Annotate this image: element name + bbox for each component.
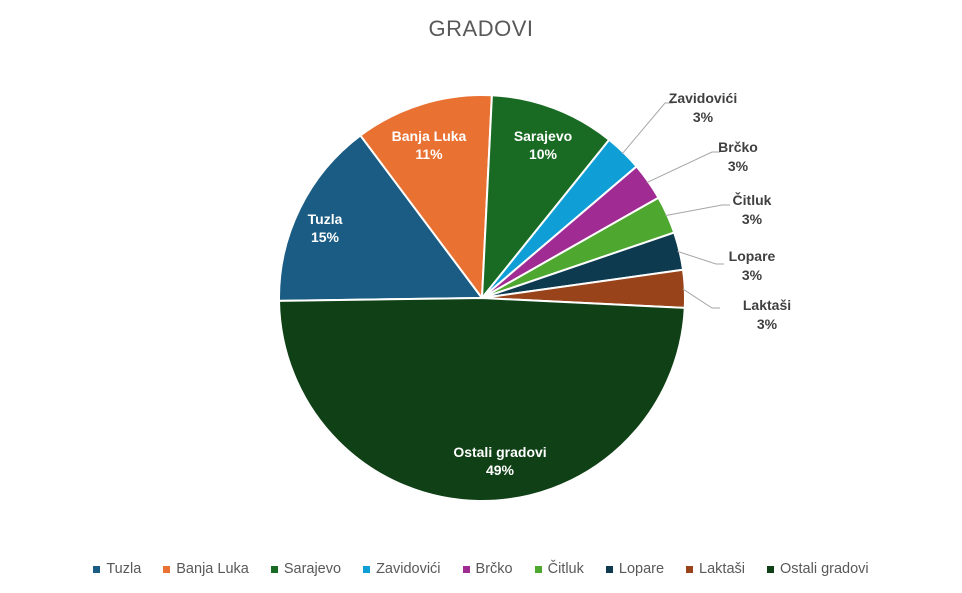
leader-line [621,102,673,155]
legend-item: Laktaši [686,561,745,577]
legend-label: Banja Luka [176,561,249,577]
slice-percent-label: 15% [311,229,340,245]
chart-title: GRADOVI [428,16,534,41]
legend-item: Ostali gradovi [766,561,869,577]
slice-percent-label: 3% [742,267,763,283]
pie-slice-sarajevo [480,94,611,302]
slice-percent-label: 49% [486,462,515,478]
legend-label: Lopare [618,561,665,577]
slice-category-label: Banja Luka [392,128,467,144]
legend-label: Tuzla [106,561,142,577]
legend-swatch [363,565,371,573]
legend-label: Brčko [475,561,513,577]
slice-percent-label: 10% [529,146,558,162]
leader-line [682,288,720,309]
legend-item: Zavidovići [363,561,441,577]
leader-line [665,204,730,217]
legend-item: Brčko [462,561,513,577]
legend-item: Čitluk [534,561,584,577]
leader-line [677,250,724,265]
pie-slice-ostali-gradovi [278,296,686,503]
legend-swatch [534,565,542,573]
slice-category-label: Ostali gradovi [453,444,546,460]
slice-percent-label: 3% [693,109,714,125]
legend-swatch [462,565,470,573]
legend-swatch [605,565,613,573]
legend-label: Zavidovići [376,561,441,577]
legend-swatch [686,565,694,573]
legend-swatch [766,565,774,573]
slice-category-label: Tuzla [308,211,343,227]
slice-percent-label: 3% [757,316,778,332]
slice-category-label: Brčko [718,139,758,155]
legend-item: Tuzla [93,561,141,577]
legend-swatch [270,565,278,573]
slice-percent-label: 3% [728,158,749,174]
legend-label: Sarajevo [283,561,342,577]
legend-item: Lopare [605,561,665,577]
slice-category-label: Čitluk [733,191,772,208]
pie-slice-banja-luka [359,94,493,301]
slice-percent-label: 11% [415,146,443,162]
legend-label: Ostali gradovi [779,561,869,577]
slice-category-label: Zavidovići [669,90,737,106]
legend-item: Sarajevo [270,561,342,577]
slice-category-label: Laktaši [743,297,791,313]
leader-line [646,151,720,184]
slice-category-label: Sarajevo [514,128,572,144]
legend-label: Čitluk [547,561,584,577]
legend-label: Laktaši [699,561,745,577]
slice-category-label: Lopare [729,248,776,264]
legend-swatch [93,565,101,573]
legend-item: Banja Luka [163,561,249,577]
legend-swatch [163,565,171,573]
chart-legend: Tuzla Banja Luka Sarajevo Zavidovići Brčko Či… [0,561,962,577]
slice-percent-label: 3% [742,211,763,227]
pie-slice-tuzla [278,134,484,302]
